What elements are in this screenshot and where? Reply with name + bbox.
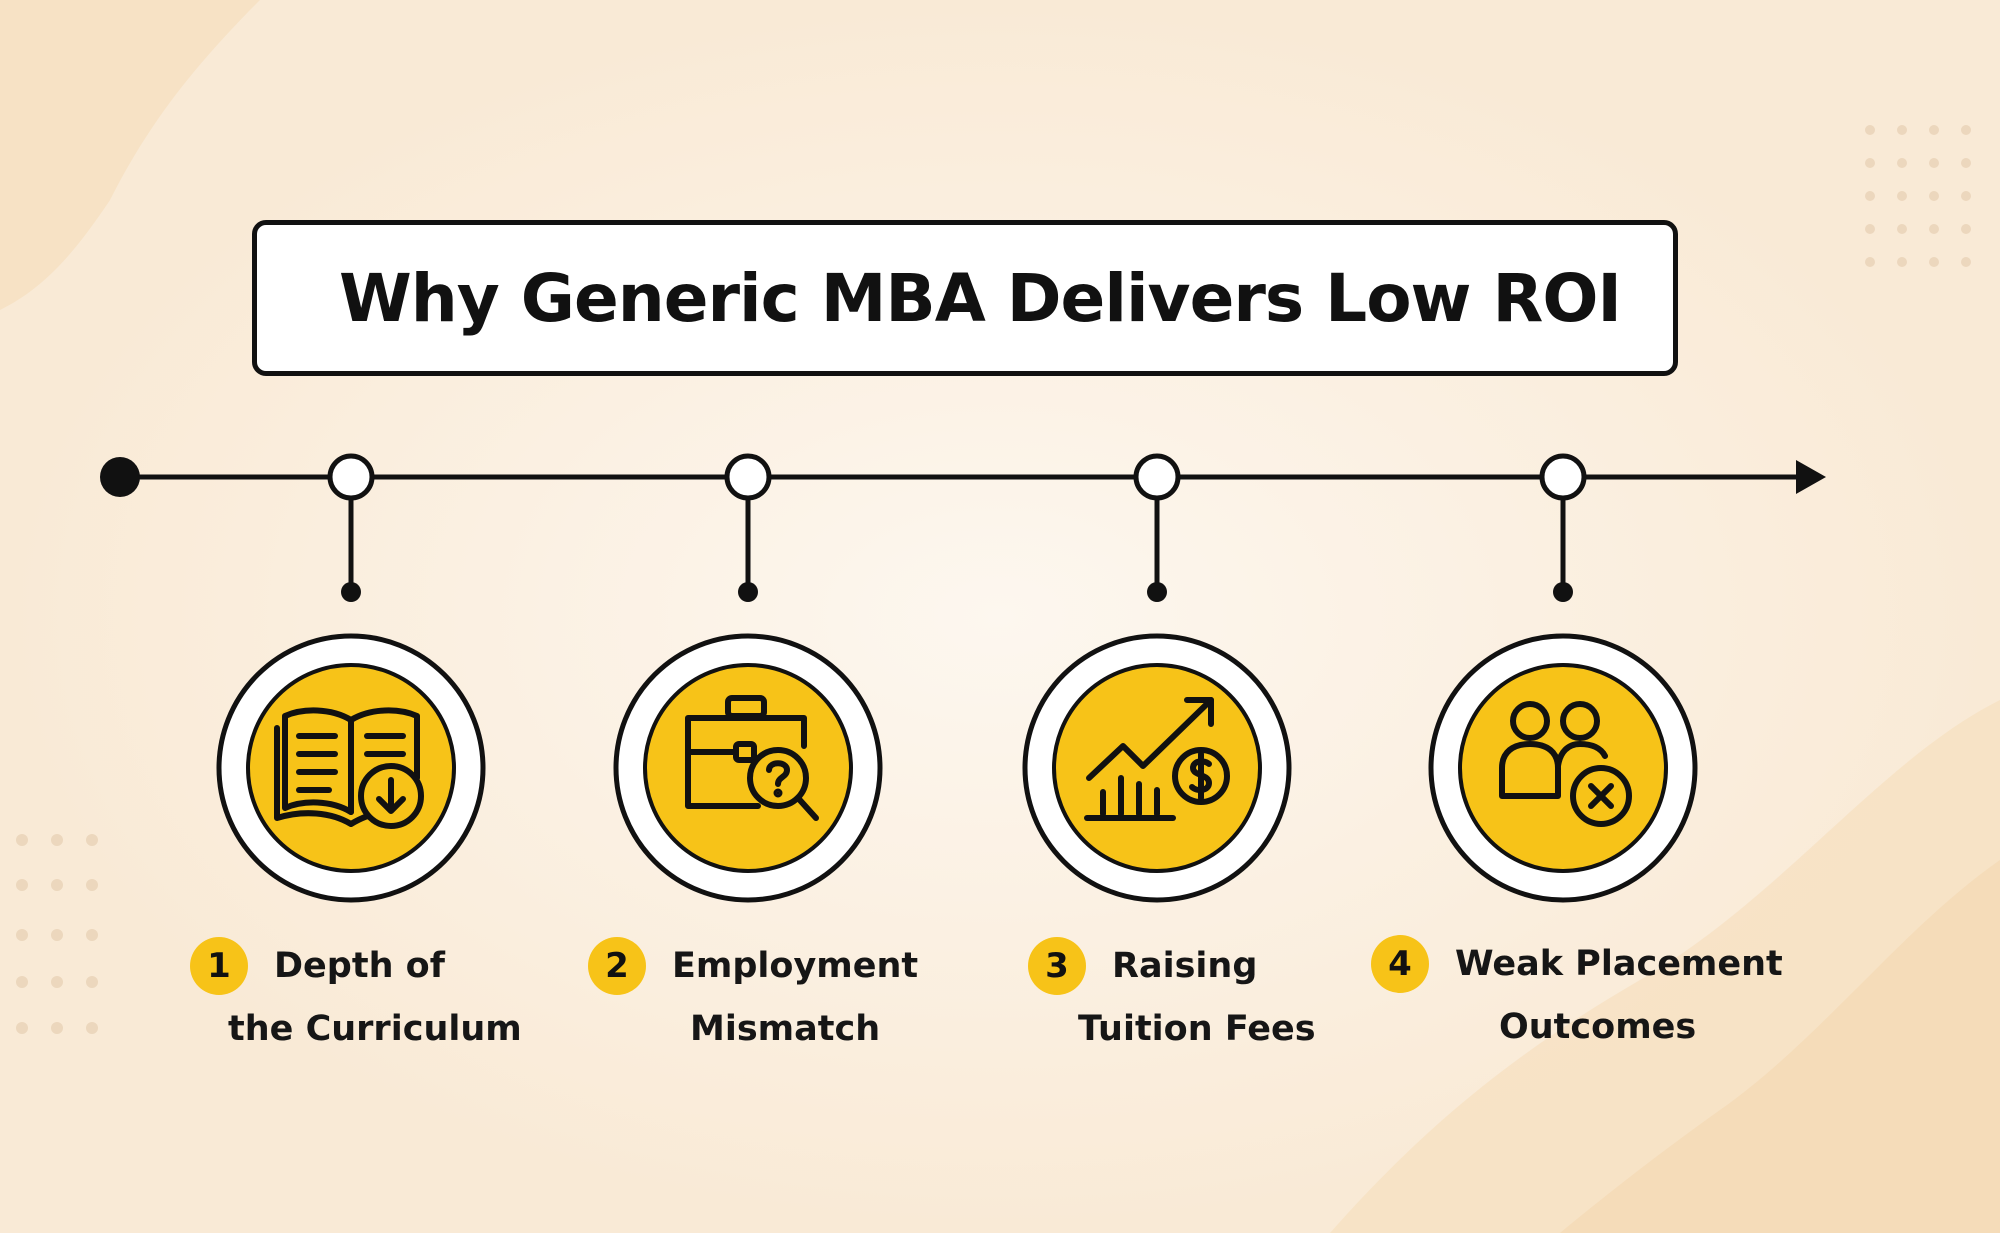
corner-wave-top-left	[0, 0, 260, 310]
step-3-icon-circle	[1022, 633, 1292, 903]
timeline-node-4	[1539, 453, 1587, 602]
briefcase-question-icon	[685, 695, 819, 821]
page-title: Why Generic MBA Delivers Low ROI	[338, 259, 1622, 337]
step-2-icon-circle	[613, 633, 883, 903]
step-2-title-line1: Employment	[672, 946, 919, 986]
step-1-title-line1: Depth of	[274, 946, 445, 986]
step-3-number-badge: 3	[1028, 937, 1086, 995]
step-2-title-line2: Mismatch	[690, 1009, 881, 1049]
dot-grid-top-right	[1865, 125, 1971, 267]
timeline-node-1	[327, 453, 375, 602]
step-3-label: 3 Raising Tuition Fees	[1028, 937, 1448, 1049]
step-4-title-line1: Weak Placement	[1455, 944, 1783, 984]
step-1-label: 1 Depth of the Curriculum	[190, 937, 610, 1049]
step-1-number-badge: 1	[190, 937, 248, 995]
growth-dollar-icon	[1084, 697, 1230, 821]
step-2-number-badge: 2	[588, 937, 646, 995]
step-1-icon-circle	[216, 633, 486, 903]
dot-grid-left	[16, 834, 98, 1034]
timeline-node-3	[1133, 453, 1181, 602]
step-4-icon-circle	[1428, 633, 1698, 903]
book-download-icon	[274, 707, 424, 829]
step-4-title-line2: Outcomes	[1499, 1007, 1697, 1047]
step-2-label: 2 Employment Mismatch	[588, 937, 1008, 1049]
step-4-number-badge: 4	[1371, 935, 1429, 993]
corner-wave-bottom-right	[1330, 700, 2000, 1233]
timeline-node-2	[724, 453, 772, 602]
step-3-title-line1: Raising	[1112, 946, 1258, 986]
people-cross-icon	[1499, 701, 1632, 827]
step-4-label: 4 Weak Placement Outcomes	[1371, 935, 1791, 1047]
title-box: Why Generic MBA Delivers Low ROI	[252, 220, 1678, 376]
step-3-title-line2: Tuition Fees	[1078, 1009, 1316, 1049]
timeline-arrowhead	[1796, 460, 1826, 494]
step-1-title-line2: the Curriculum	[228, 1009, 522, 1049]
timeline-start-dot	[100, 457, 140, 497]
